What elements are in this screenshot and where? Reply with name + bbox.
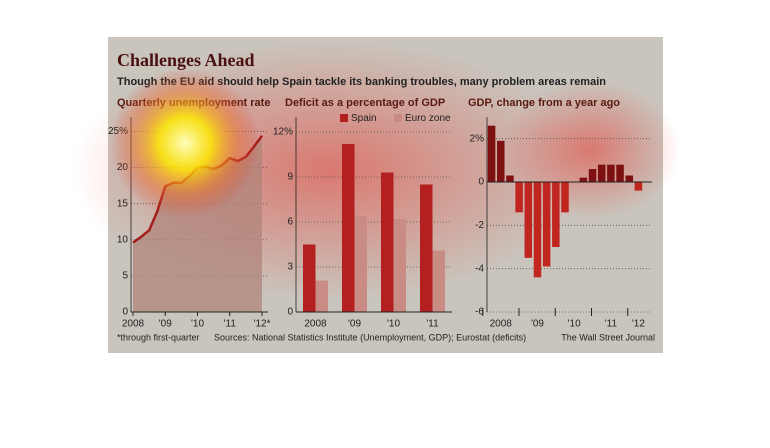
y-tick-label: 20 [117, 162, 129, 173]
subtitle: Though the EU aid should help Spain tack… [117, 76, 606, 88]
bar [561, 182, 569, 213]
y-tick-label: 3 [287, 262, 293, 273]
x-tick-label: '12* [254, 319, 271, 330]
x-tick-label: '11 [426, 319, 439, 330]
x-tick-label: 2008 [490, 319, 513, 330]
y-tick-label: 9 [287, 172, 293, 183]
bar [515, 182, 523, 213]
y-tick-label: 12% [273, 127, 293, 138]
panel-title: Deficit as a percentage of GDP [285, 97, 445, 109]
y-tick-label: 0 [287, 307, 293, 318]
footnote: *through first-quarter [117, 332, 200, 342]
bar [616, 164, 624, 182]
bar [542, 182, 551, 267]
bar [487, 125, 496, 182]
bar [420, 184, 433, 312]
bar [607, 164, 615, 182]
legend-label: Spain [351, 113, 377, 124]
panel-title: Quarterly unemployment rate [117, 97, 270, 109]
y-tick-label: -4 [475, 263, 484, 274]
x-tick-label: '10 [191, 319, 204, 330]
bar [393, 219, 406, 312]
panel-title: GDP, change from a year ago [468, 97, 620, 109]
y-tick-label: 15 [117, 198, 129, 209]
x-tick-label: '09 [348, 319, 361, 330]
bar [579, 177, 588, 182]
bar [497, 140, 505, 182]
legend-label: Euro zone [405, 113, 451, 124]
y-tick-label: -2 [475, 220, 484, 231]
x-tick-label: '11 [224, 319, 237, 330]
x-tick-label: '09 [531, 319, 544, 330]
y-tick-label: -6 [475, 307, 484, 318]
bar [381, 172, 394, 312]
bar [533, 182, 542, 278]
x-tick-label: 2008 [304, 319, 327, 330]
bar [552, 182, 560, 247]
x-tick-label: '10 [568, 319, 581, 330]
bar [432, 250, 445, 312]
bar [625, 175, 633, 182]
bar [588, 169, 597, 182]
x-tick-label: '12 [632, 319, 645, 330]
bar [303, 244, 316, 312]
x-tick-label: '10 [387, 319, 400, 330]
bar [506, 175, 514, 182]
legend-swatch [394, 114, 402, 122]
title: Challenges Ahead [117, 50, 255, 70]
y-tick-label: 0 [478, 177, 484, 188]
y-tick-label: 0 [122, 307, 128, 318]
y-tick-label: 2% [470, 133, 485, 144]
bar [354, 216, 367, 312]
bar [315, 280, 328, 312]
bar [597, 164, 606, 182]
y-tick-label: 5 [122, 271, 128, 282]
source: Sources: National Statistics Institute (… [214, 332, 526, 342]
bar [342, 144, 355, 312]
x-tick-label: '09 [159, 319, 172, 330]
x-tick-label: '11 [605, 319, 618, 330]
bar [524, 182, 533, 258]
bar [634, 182, 643, 191]
legend-swatch [340, 114, 348, 122]
x-tick-label: 2008 [122, 319, 145, 330]
credit: The Wall Street Journal [561, 332, 655, 342]
y-tick-label: 25% [108, 126, 128, 137]
y-tick-label: 10 [117, 234, 129, 245]
y-tick-label: 6 [287, 217, 293, 228]
